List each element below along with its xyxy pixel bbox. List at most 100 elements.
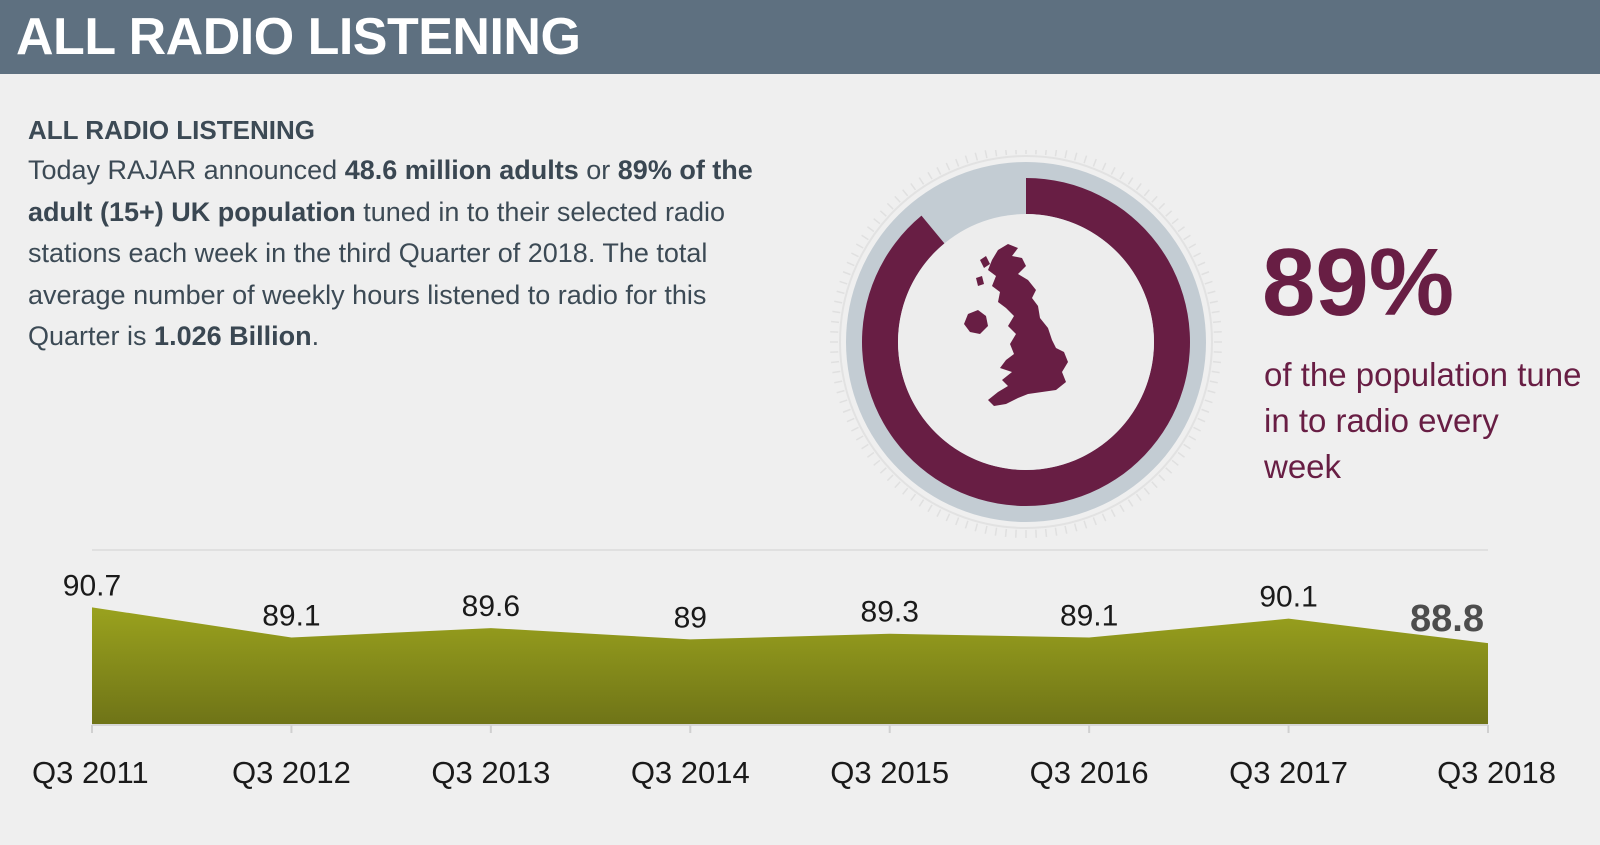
donut-tick bbox=[887, 203, 893, 209]
donut-tick bbox=[840, 400, 848, 402]
donut-tick bbox=[937, 167, 941, 174]
donut-tick bbox=[1084, 521, 1086, 529]
donut-tick bbox=[856, 436, 863, 440]
donut-tick bbox=[1208, 391, 1216, 393]
intro-text: Today RAJAR announced bbox=[28, 155, 345, 185]
data-label: 90.1 bbox=[1259, 581, 1317, 614]
donut-tick bbox=[1128, 500, 1132, 507]
donut-tick bbox=[1194, 253, 1201, 257]
donut-tick bbox=[1065, 150, 1067, 158]
x-tick-label: Q3 2017 bbox=[1229, 755, 1348, 790]
x-axis-ticks bbox=[92, 725, 1488, 733]
donut-tick bbox=[1202, 409, 1209, 412]
donut-tick bbox=[880, 211, 886, 216]
donut-tick bbox=[874, 219, 880, 224]
stat-value: 89% bbox=[1262, 228, 1454, 338]
donut-tick bbox=[862, 235, 869, 239]
donut-tick bbox=[1210, 301, 1218, 303]
donut-tick bbox=[1159, 475, 1165, 481]
data-label: 89.1 bbox=[262, 599, 320, 632]
donut-tick bbox=[1198, 418, 1205, 421]
donut-tick bbox=[1205, 400, 1213, 402]
donut-tick bbox=[1172, 219, 1178, 224]
donut-svg bbox=[826, 150, 1226, 550]
donut-tick bbox=[880, 468, 886, 473]
intro-paragraph: Today RAJAR announced 48.6 million adult… bbox=[28, 150, 768, 358]
donut-tick bbox=[1093, 518, 1096, 525]
donut-tick bbox=[831, 322, 839, 323]
donut-tick bbox=[1111, 167, 1115, 174]
donut-tick bbox=[856, 244, 863, 248]
donut-tick bbox=[1184, 444, 1191, 448]
donut-tick bbox=[834, 381, 842, 383]
donut-tick bbox=[946, 163, 949, 170]
donut-tick bbox=[1212, 311, 1220, 312]
donut-tick bbox=[1178, 227, 1184, 232]
x-tick-label: Q3 2012 bbox=[232, 755, 351, 790]
donut-tick bbox=[1046, 529, 1047, 537]
stat-caption: of the population tune in to radio every… bbox=[1264, 352, 1584, 490]
x-tick-label: Q3 2011 bbox=[32, 755, 149, 790]
x-tick-label: Q3 2014 bbox=[631, 755, 750, 790]
donut-tick bbox=[1184, 235, 1191, 239]
donut-tick bbox=[985, 526, 987, 534]
donut-tick bbox=[1152, 196, 1157, 202]
donut-tick bbox=[1166, 468, 1172, 473]
intro-text: or bbox=[579, 155, 618, 185]
donut-tick bbox=[1208, 291, 1216, 293]
donut-tick bbox=[995, 528, 996, 536]
donut-tick bbox=[911, 183, 916, 189]
donut-tick bbox=[1202, 272, 1209, 275]
intro-text: . bbox=[312, 321, 320, 351]
data-label: 89.6 bbox=[462, 590, 520, 623]
donut-tick bbox=[840, 281, 848, 283]
donut-tick bbox=[1178, 453, 1184, 458]
donut-tick bbox=[1212, 371, 1220, 372]
donut-tick bbox=[946, 514, 949, 521]
donut-tick bbox=[867, 453, 873, 458]
donut-tick bbox=[1213, 322, 1221, 323]
donut-tick bbox=[1159, 203, 1165, 209]
data-label: 88.8 bbox=[1410, 598, 1484, 640]
donut-tick bbox=[832, 371, 840, 372]
donut-tick bbox=[887, 475, 893, 481]
donut-tick bbox=[1120, 172, 1124, 179]
donut-tick bbox=[831, 362, 839, 363]
donut-tick bbox=[867, 227, 873, 232]
donut-tick bbox=[1172, 460, 1178, 465]
donut-tick bbox=[1084, 156, 1086, 164]
donut-tick bbox=[851, 253, 858, 257]
header-bar: ALL RADIO LISTENING bbox=[0, 0, 1600, 74]
donut-tick bbox=[1093, 159, 1096, 166]
donut-tick bbox=[834, 301, 842, 303]
donut-tick bbox=[1006, 529, 1007, 537]
donut-tick bbox=[903, 190, 908, 196]
donut-tick bbox=[1144, 190, 1149, 196]
donut-tick bbox=[1102, 514, 1105, 521]
x-tick-label: Q3 2016 bbox=[1030, 755, 1149, 790]
page-title: ALL RADIO LISTENING bbox=[16, 6, 580, 68]
x-tick-label: Q3 2013 bbox=[431, 755, 550, 790]
donut-tick bbox=[1065, 526, 1067, 534]
donut-tick bbox=[1111, 510, 1115, 517]
donut-tick bbox=[1205, 281, 1213, 283]
donut-tick bbox=[1055, 528, 1056, 536]
donut-tick bbox=[1102, 163, 1105, 170]
donut-tick bbox=[1194, 427, 1201, 431]
donut-tick bbox=[1152, 482, 1157, 488]
donut-tick bbox=[1137, 183, 1142, 189]
donut-tick bbox=[847, 262, 854, 265]
donut-tick bbox=[837, 291, 845, 293]
donut-tick bbox=[1210, 381, 1218, 383]
intro-highlight: 1.026 Billion bbox=[154, 321, 312, 351]
donut-tick bbox=[1198, 262, 1205, 265]
donut-tick bbox=[995, 150, 996, 156]
intro-highlight: 48.6 million adults bbox=[345, 155, 579, 185]
donut-tick bbox=[1075, 153, 1077, 161]
donut-tick bbox=[965, 156, 967, 164]
donut-chart bbox=[826, 150, 1226, 550]
donut-tick bbox=[956, 159, 959, 166]
donut-tick bbox=[862, 444, 869, 448]
